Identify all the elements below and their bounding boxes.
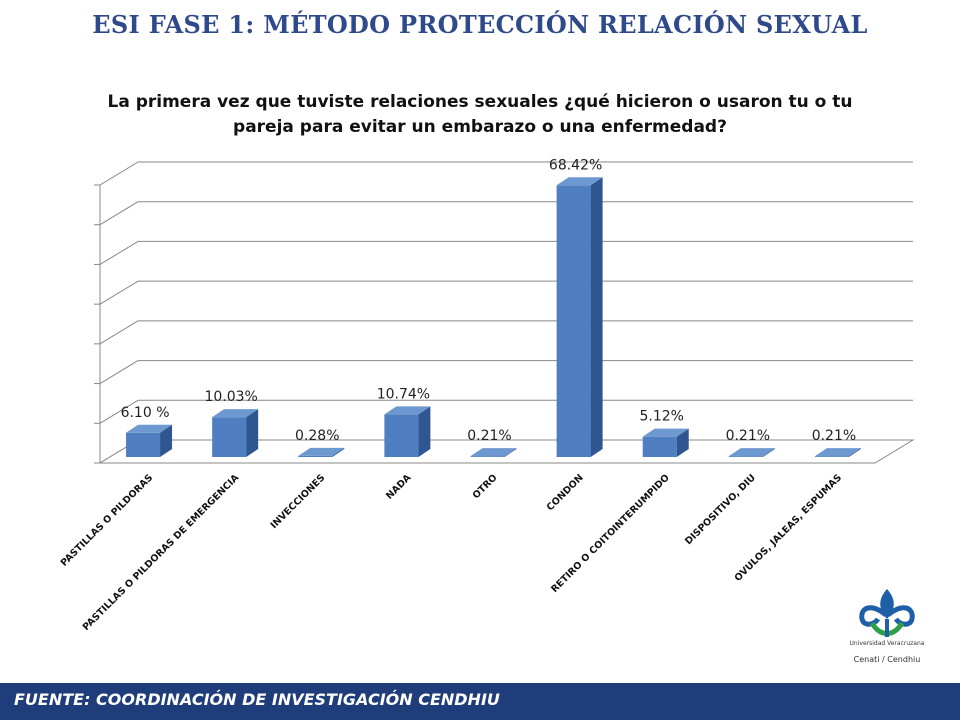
bar-side xyxy=(848,448,861,457)
fleur-de-lis-icon xyxy=(859,589,915,637)
data-label: 6.10 % xyxy=(121,405,170,421)
page-title: ESI FASE 1: MÉTODO PROTECCIÓN RELACIÓN S… xyxy=(92,10,868,39)
bar-front xyxy=(728,456,763,457)
bar-side xyxy=(676,428,689,457)
chart-bars xyxy=(126,177,861,458)
bar-top xyxy=(556,177,603,186)
data-label: 10.74% xyxy=(377,386,430,402)
bar-front xyxy=(384,414,419,457)
bar-side xyxy=(160,424,173,457)
data-label: 5.12% xyxy=(639,409,683,425)
bar-front xyxy=(814,456,849,457)
data-label: 0.21% xyxy=(467,428,511,444)
bar xyxy=(298,447,345,457)
category-label: PASTILLAS O PILDORAS DE EMERGENCIA xyxy=(81,472,242,633)
bar xyxy=(556,177,603,458)
bar xyxy=(642,428,689,457)
chart-grid xyxy=(94,161,915,464)
bar-side xyxy=(590,177,603,458)
bar-top xyxy=(642,428,689,437)
data-label: 0.21% xyxy=(726,428,770,444)
bar-top xyxy=(298,447,345,456)
bar-front xyxy=(126,432,161,457)
category-label: OVULOS, JALEAS, ESPUMAS xyxy=(733,472,845,584)
category-label: DISPOSITIVO, DIU xyxy=(683,472,758,547)
grid-line-side xyxy=(99,161,139,186)
bar-front xyxy=(556,185,591,458)
bar-top xyxy=(384,406,431,415)
footer-bar: FUENTE: COORDINACIÓN DE INVESTIGACIÓN CE… xyxy=(0,683,960,720)
logo-department: Cenati / Cendhiu xyxy=(853,655,921,664)
bar-side xyxy=(246,409,259,457)
grid-line-side xyxy=(99,201,139,226)
bar-front xyxy=(212,417,247,457)
bar-side xyxy=(418,406,431,457)
bar xyxy=(470,448,517,457)
bar-side xyxy=(504,448,517,457)
data-label: 68.42% xyxy=(549,157,602,173)
data-label: 0.21% xyxy=(812,428,856,444)
bar xyxy=(212,409,259,457)
grid-line-side xyxy=(99,399,139,424)
category-label: OTRO xyxy=(471,472,500,501)
footer-source: FUENTE: COORDINACIÓN DE INVESTIGACIÓN CE… xyxy=(14,690,500,709)
bar-side xyxy=(332,447,345,457)
logo-university-name: Universidad Veracruzana xyxy=(849,640,925,647)
bar-front xyxy=(642,436,677,457)
bar-front xyxy=(298,455,333,457)
grid-line-side xyxy=(99,280,139,305)
bar-front xyxy=(470,456,505,457)
bar-top xyxy=(728,448,775,457)
bar xyxy=(814,448,861,457)
category-label: PASTILLAS O PILDORAS xyxy=(59,472,156,569)
data-label: 10.03% xyxy=(204,389,257,405)
university-logo: Universidad Veracruzana Cenati / Cendhiu xyxy=(842,585,932,683)
category-label: CONDON xyxy=(545,472,586,513)
bar xyxy=(126,424,173,457)
grid-line-side xyxy=(99,320,139,345)
category-label: NADA xyxy=(384,472,414,502)
data-label: 0.28% xyxy=(295,428,339,444)
bar xyxy=(384,406,431,457)
bar xyxy=(728,448,775,457)
bar-side xyxy=(762,448,775,457)
bar-top xyxy=(814,448,861,457)
bar-top xyxy=(126,424,173,433)
grid-line-side xyxy=(99,241,139,265)
chart-title: La primera vez que tuviste relaciones se… xyxy=(107,92,853,137)
grid-line-side xyxy=(99,360,139,384)
category-label: INVECCIONES xyxy=(269,472,328,531)
bar-chart: 6.10 % 10.03% 0.28% 10.74% 0.21% 68.42% 5.12% 0… xyxy=(59,157,915,633)
bar-top xyxy=(470,448,517,457)
bar-top xyxy=(212,409,259,418)
chart-data-labels: 6.10 % 10.03% 0.28% 10.74% 0.21% 68.42% 5.12% 0… xyxy=(121,157,857,444)
